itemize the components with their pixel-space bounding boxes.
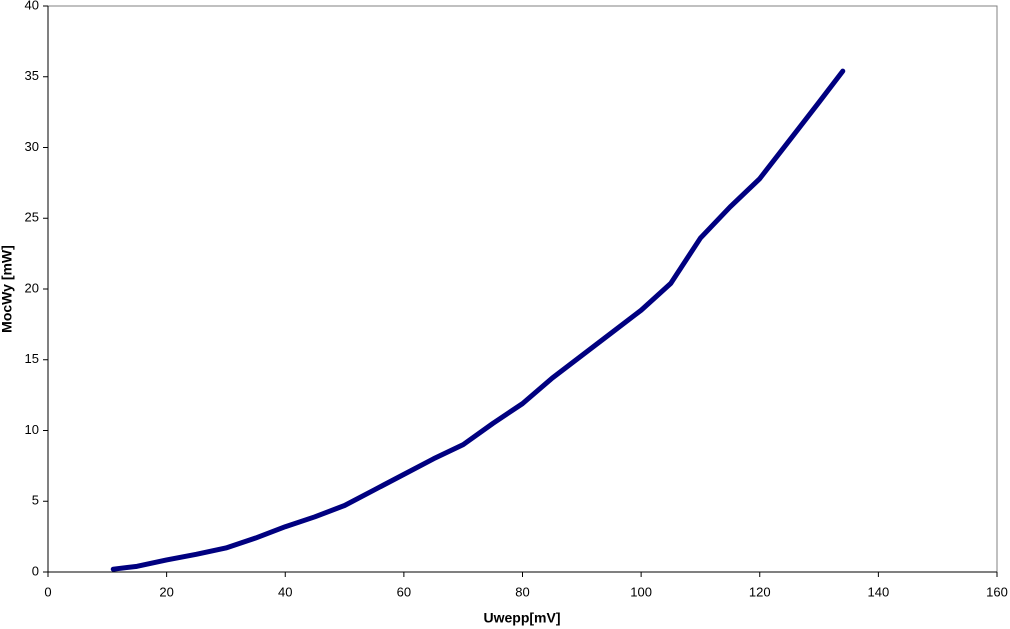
x-tick-label: 60: [397, 584, 411, 599]
y-tick-label: 30: [25, 139, 39, 154]
y-tick-label: 10: [25, 422, 39, 437]
x-tick-label: 20: [159, 584, 173, 599]
x-tick-label: 120: [749, 584, 771, 599]
x-axis-label: Uwepp[mV]: [484, 610, 561, 626]
y-axis-label: MocWy [mW]: [0, 245, 15, 333]
x-tick-label: 100: [630, 584, 652, 599]
y-tick-label: 40: [25, 0, 39, 12]
y-tick-label: 20: [25, 280, 39, 295]
x-tick-label: 80: [515, 584, 529, 599]
x-tick-label: 140: [868, 584, 890, 599]
y-tick-label: 35: [25, 68, 39, 83]
x-tick-label: 0: [44, 584, 51, 599]
y-tick-label: 25: [25, 210, 39, 225]
y-tick-label: 5: [32, 493, 39, 508]
x-tick-label: 160: [986, 584, 1008, 599]
y-tick-label: 0: [32, 563, 39, 578]
x-tick-label: 40: [278, 584, 292, 599]
y-tick-label: 15: [25, 351, 39, 366]
data-line: [110, 68, 846, 572]
plot-frame: [47, 5, 998, 573]
